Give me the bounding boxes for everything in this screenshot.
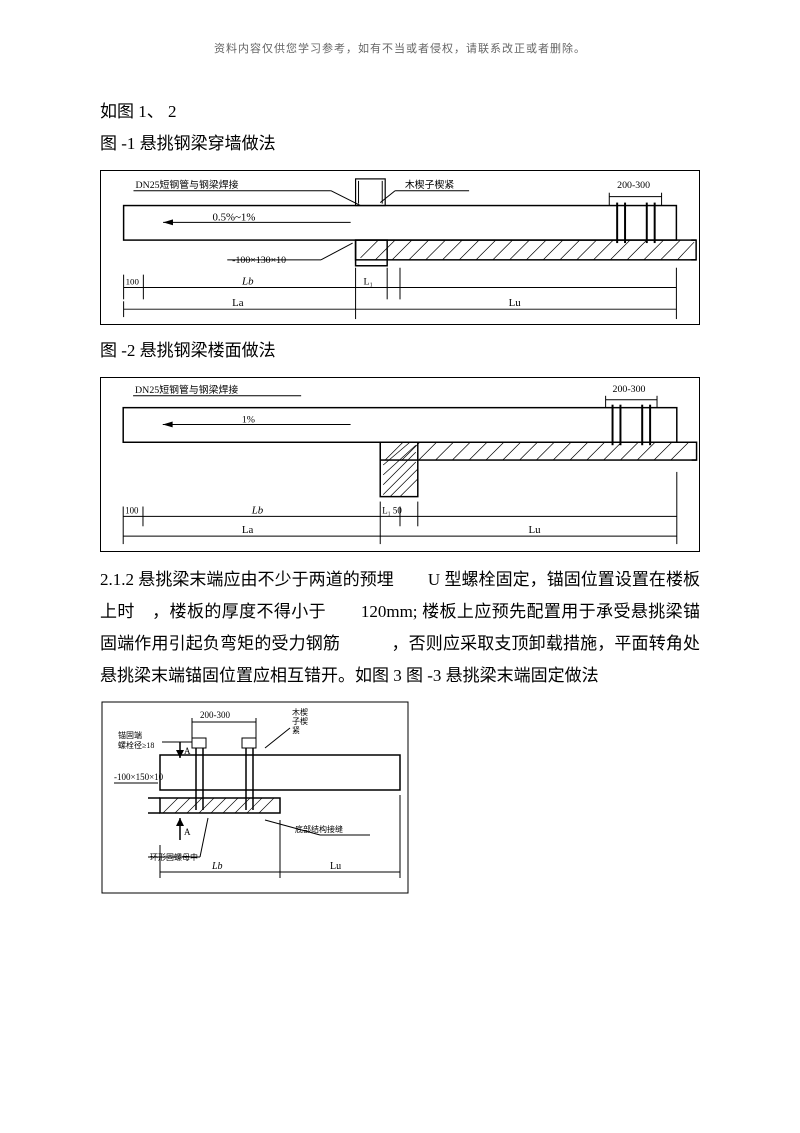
d3-conn: 底部结构接缝 — [295, 824, 343, 834]
d3-angle: -100×150×10 — [114, 772, 164, 782]
d2-slope: 1% — [242, 414, 255, 425]
d3-lb: Lb — [211, 861, 223, 872]
d2-lu: Lu — [529, 524, 542, 536]
d1-la: La — [232, 297, 244, 309]
d1-100: 100 — [126, 277, 140, 287]
d3-dim: 200-300 — [200, 710, 230, 720]
d1-lb: Lb — [241, 276, 254, 288]
section-2-1-2: 2.1.2 悬挑梁末端应由不少于两道的预埋 U 型螺栓固定，锚固位置设置在楼板上… — [100, 564, 700, 692]
d2-l1: L₁ 50 — [382, 505, 402, 515]
svg-text:子楔: 子楔 — [292, 716, 308, 726]
svg-text:A: A — [184, 827, 191, 837]
d2-lb: Lb — [251, 504, 264, 516]
d2-dimr: 200-300 — [613, 384, 646, 395]
diagram-3: 200-300 锚固端 螺栓径≥18 木楔 子楔 紧 A -100×150×10 — [100, 700, 410, 895]
d1-wedge: 木楔子楔紧 — [405, 179, 454, 191]
diagram-3-svg: 200-300 锚固端 螺栓径≥18 木楔 子楔 紧 A -100×150×10 — [100, 700, 410, 895]
d3-wedge: 木楔 — [292, 707, 308, 717]
d3-bolt: 锚固端 — [118, 730, 142, 740]
diagram-1-svg: 0.5%~1% DN25短钢管与钢梁焊接 木楔子楔紧 200-300 — [101, 171, 699, 324]
d1-l1: L₁ — [363, 277, 372, 288]
d2-la: La — [242, 524, 254, 536]
d3-lu: Lu — [330, 861, 341, 872]
figure-1-caption: 图 -1 悬挑钢梁穿墙做法 — [100, 128, 700, 160]
d2-100: 100 — [125, 505, 139, 515]
svg-text:紧: 紧 — [292, 726, 300, 735]
svg-text:螺栓径≥18: 螺栓径≥18 — [118, 740, 154, 750]
figure-2-caption: 图 -2 悬挑钢梁楼面做法 — [100, 335, 700, 367]
d2-pipe: DN25短钢管与钢梁焊接 — [135, 383, 238, 396]
d1-lu: Lu — [509, 297, 522, 309]
intro-text: 如图 1、 2 — [100, 96, 700, 128]
d1-slope: 0.5%~1% — [212, 211, 255, 223]
diagram-2-svg: 1% DN25短钢管与钢梁焊接 200-300 — [101, 378, 699, 551]
diagram-1: 0.5%~1% DN25短钢管与钢梁焊接 木楔子楔紧 200-300 — [100, 170, 700, 325]
d1-dimr: 200-300 — [617, 180, 650, 191]
d1-pipe: DN25短钢管与钢梁焊接 — [135, 178, 238, 191]
diagram-2: 1% DN25短钢管与钢梁焊接 200-300 — [100, 377, 700, 552]
header-disclaimer: 资料内容仅供您学习参考，如有不当或者侵权，请联系改正或者删除。 — [100, 40, 700, 56]
